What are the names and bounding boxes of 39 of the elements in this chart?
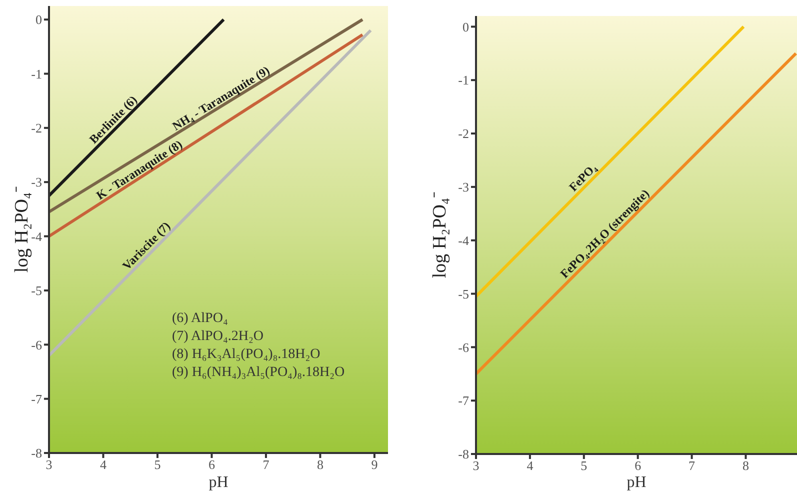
- y-tick-label: -1: [31, 66, 42, 82]
- annotation: (9) H₆(NH₄)₃Al₅(PO₄)₈.18H₂O: [172, 365, 345, 380]
- y-tick-label: -8: [458, 446, 469, 462]
- x-axis-title: pH: [208, 474, 229, 491]
- y-tick-label: 0: [462, 19, 469, 34]
- x-tick-label: 4: [100, 457, 107, 472]
- y-tick-label: -2: [458, 126, 469, 142]
- y-tick-label: -7: [458, 393, 470, 408]
- x-axis-title: pH: [626, 474, 647, 491]
- y-tick-label: -1: [458, 72, 469, 88]
- x-tick-label: 5: [154, 457, 161, 472]
- y-tick-label: -6: [458, 340, 470, 355]
- x-tick-label: 8: [316, 457, 324, 472]
- annotation: (7) AlPO₄.2H₂O: [172, 329, 264, 344]
- y-tick-label: -6: [31, 337, 42, 352]
- y-tick-label: -8: [31, 446, 42, 461]
- y-axis-title: log H₂PO₄⁻: [430, 192, 450, 278]
- y-tick-label: 0: [36, 12, 42, 28]
- x-tick-label: 9: [371, 457, 378, 472]
- y-axis-title: log H₂PO₄⁻: [12, 186, 32, 273]
- y-tick-label: -7: [31, 391, 42, 406]
- y-tick-label: -3: [31, 174, 42, 190]
- y-tick-label: -3: [458, 180, 469, 195]
- y-tick-label: -5: [31, 283, 42, 298]
- annotation: (6) AlPO₄: [172, 311, 228, 326]
- x-tick-label: 3: [46, 457, 52, 472]
- x-tick-label: 6: [634, 458, 642, 474]
- x-tick-label: 7: [262, 457, 270, 472]
- x-tick-label: 3: [472, 458, 480, 474]
- x-tick-label: 5: [580, 458, 588, 474]
- y-tick-label: -5: [458, 286, 469, 302]
- x-tick-label: 8: [742, 458, 749, 474]
- x-tick-label: 4: [526, 458, 534, 474]
- annotation: (8) H₆K₃Al₅(PO₄)₈.18H₂O: [172, 347, 320, 362]
- x-tick-label: 6: [208, 457, 216, 472]
- x-tick-label: 7: [688, 458, 696, 474]
- y-tick-label: -4: [458, 232, 470, 248]
- y-tick-label: -4: [31, 228, 42, 244]
- y-tick-label: -2: [31, 120, 42, 136]
